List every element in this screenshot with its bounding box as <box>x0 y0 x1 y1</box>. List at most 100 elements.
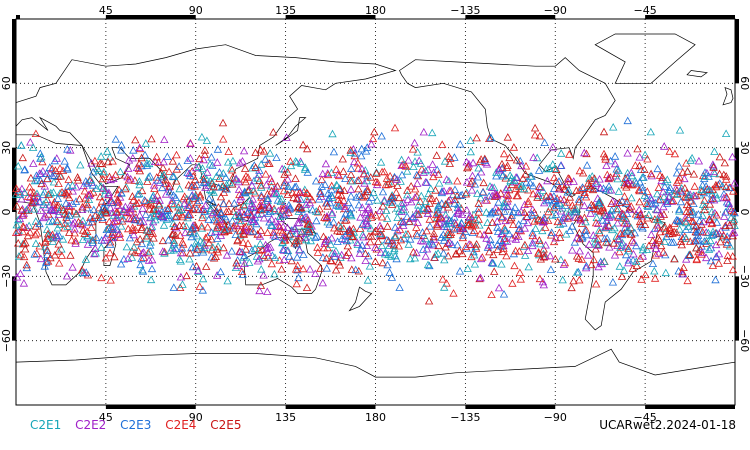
observation-marker <box>403 190 412 199</box>
observation-marker <box>366 209 375 217</box>
observation-marker <box>147 264 157 273</box>
observation-marker <box>599 257 609 265</box>
observation-marker <box>472 239 481 248</box>
observation-marker <box>614 187 623 195</box>
observation-marker <box>190 182 199 190</box>
observation-marker <box>68 263 77 271</box>
observation-marker <box>389 240 399 249</box>
observation-marker <box>274 221 283 230</box>
observation-marker <box>213 158 222 166</box>
coastline <box>243 234 322 294</box>
observation-marker <box>594 262 603 271</box>
observation-marker <box>332 201 341 209</box>
observation-marker <box>216 209 226 218</box>
observation-marker <box>11 190 21 198</box>
observation-marker <box>163 206 172 214</box>
observation-marker <box>714 259 723 267</box>
observation-marker <box>667 238 676 246</box>
observation-marker <box>530 130 540 139</box>
observation-marker <box>615 247 624 256</box>
observation-marker <box>232 258 241 267</box>
observation-marker <box>186 154 195 162</box>
observation-marker <box>41 212 50 220</box>
observation-marker <box>539 244 548 253</box>
observation-marker <box>429 172 438 181</box>
observation-marker <box>355 191 364 199</box>
observation-marker <box>145 204 154 213</box>
observation-marker <box>358 203 367 211</box>
observation-marker <box>382 206 391 214</box>
observation-marker <box>327 210 337 218</box>
observation-marker <box>199 175 208 183</box>
observation-marker <box>119 207 128 215</box>
observation-marker <box>196 236 205 245</box>
observation-marker <box>182 222 191 230</box>
observation-marker <box>193 245 202 253</box>
observation-marker <box>91 244 100 253</box>
observation-marker <box>240 174 249 183</box>
observation-marker <box>694 156 704 165</box>
observation-marker <box>46 253 55 262</box>
observation-marker <box>158 212 168 220</box>
observation-marker <box>425 194 435 202</box>
coastline <box>15 348 736 406</box>
observation-marker <box>249 202 258 211</box>
observation-marker <box>68 186 77 195</box>
observation-marker <box>291 156 300 165</box>
observation-marker <box>68 181 77 189</box>
observation-marker <box>54 239 63 248</box>
observation-marker <box>622 197 632 206</box>
observation-marker <box>609 122 618 131</box>
observation-marker <box>192 163 201 172</box>
legend: C2E1 C2E2 C2E3 C2E4 C2E5 <box>30 418 251 432</box>
observation-marker <box>20 188 29 197</box>
observation-marker <box>53 217 62 226</box>
observation-marker <box>17 141 26 149</box>
observation-marker <box>117 188 126 197</box>
observation-marker <box>78 205 87 214</box>
observation-marker <box>656 212 665 220</box>
observation-marker <box>439 236 449 244</box>
observation-marker <box>47 164 57 173</box>
observation-marker <box>185 248 195 257</box>
observation-marker <box>212 172 221 180</box>
observation-marker <box>233 236 242 245</box>
observation-marker <box>438 274 447 283</box>
observation-marker <box>177 243 187 252</box>
observation-marker <box>207 228 216 236</box>
observation-marker <box>307 221 316 230</box>
observation-marker <box>89 205 98 214</box>
observation-marker <box>467 252 476 261</box>
observation-marker <box>150 211 159 220</box>
observation-marker <box>498 170 508 179</box>
observation-marker <box>198 210 208 219</box>
observation-marker <box>380 195 389 204</box>
observation-marker <box>351 265 360 274</box>
observation-marker <box>476 254 486 263</box>
observation-marker <box>63 145 72 153</box>
observation-marker <box>31 222 41 230</box>
observation-marker <box>700 168 710 176</box>
observation-marker <box>124 213 134 222</box>
observation-marker <box>575 275 584 284</box>
observation-marker <box>342 236 351 245</box>
observation-marker <box>65 211 74 219</box>
observation-marker <box>683 276 692 285</box>
observation-marker <box>610 250 620 259</box>
observation-marker <box>441 200 450 208</box>
observation-marker <box>499 244 508 252</box>
observation-marker <box>359 232 368 241</box>
observation-marker <box>172 150 181 159</box>
observation-marker <box>709 195 719 204</box>
right-latitude-label: 0 <box>738 209 750 216</box>
observation-marker <box>231 263 241 272</box>
observation-marker <box>284 208 293 216</box>
observation-marker <box>97 197 107 205</box>
observation-marker <box>350 157 359 166</box>
observation-marker <box>512 155 522 164</box>
observation-marker <box>28 198 37 207</box>
observation-marker <box>578 232 587 241</box>
observation-marker <box>383 260 392 269</box>
observation-marker <box>236 192 246 201</box>
observation-marker <box>606 173 615 181</box>
